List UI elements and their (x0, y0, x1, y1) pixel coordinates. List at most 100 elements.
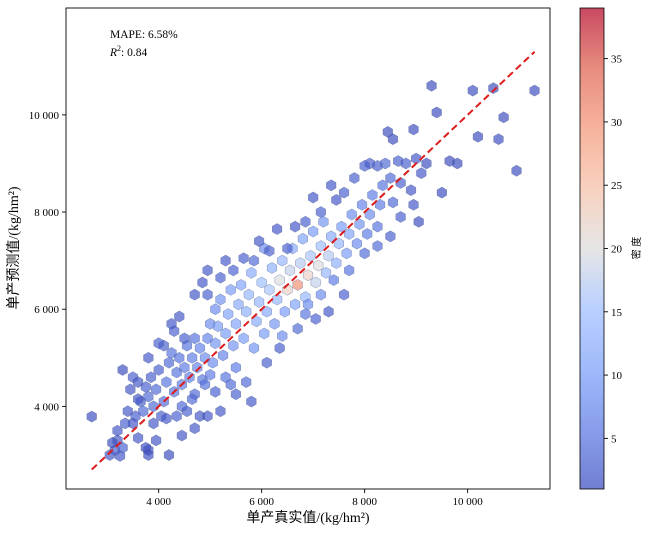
hexbin-cell (202, 410, 213, 423)
y-axis-title: 单产预测值/(kg/hm²) (6, 186, 22, 310)
hexbin-cell (408, 123, 419, 136)
hexbin-cell (310, 313, 321, 325)
hexbin-cell (344, 228, 355, 240)
hexbin-cell (349, 172, 360, 184)
hexbin-cell (132, 432, 144, 444)
colorbar-tick-label: 5 (611, 433, 617, 445)
hexbin-cell (233, 298, 244, 311)
hexbin-cell (292, 279, 303, 291)
hexbin-cell (212, 320, 223, 333)
hexbin-cell (408, 198, 419, 211)
hexbin-cell (161, 376, 172, 388)
hexbin-cell (295, 257, 306, 269)
hexbin-cell (215, 271, 226, 284)
hexbin-cell (493, 133, 504, 146)
hexbin-cell (266, 262, 278, 274)
x-tick-label: 4 000 (146, 496, 171, 508)
hexbin-cell (192, 361, 203, 374)
hexbin-cell (215, 293, 226, 306)
hexbin-cell (117, 364, 128, 376)
hexbin-cell (297, 232, 308, 245)
hexbin-cell (194, 342, 205, 354)
colorbar-tick-label: 25 (611, 180, 623, 192)
hexbin-cell (346, 208, 357, 221)
hexbin-cell (189, 332, 200, 345)
hexbin-cell (372, 220, 383, 233)
hexbin-cell (274, 274, 285, 286)
hexbin-cell (179, 361, 190, 374)
hexbin-cell (171, 410, 182, 423)
hexbin-cell (300, 308, 311, 320)
hexbin-cell (189, 422, 200, 435)
hexbin-cell (166, 347, 177, 359)
hexbin-cell (292, 322, 303, 335)
reference-line (91, 50, 536, 471)
hexbin-cell (405, 184, 417, 197)
hexbin-cell (338, 186, 350, 199)
hexbin-cell (174, 351, 185, 364)
hexbin-cell (125, 383, 136, 396)
hexbin-cell (132, 376, 144, 388)
hexbin-cell (395, 211, 406, 223)
hexbin-cell (279, 305, 290, 318)
hexbin-cell (261, 356, 272, 369)
hexbin-cell (151, 434, 162, 447)
hexbin-cell (315, 288, 326, 301)
hexbin-cell (251, 315, 262, 328)
hexbin-cell (148, 400, 159, 413)
hexbin-cell (228, 339, 239, 352)
hexbin-cell (359, 247, 370, 260)
hexbin-cell (272, 293, 283, 306)
hexbin-cell (235, 279, 247, 291)
r2-symbol: R (109, 47, 117, 59)
hexbin-cell (336, 220, 347, 233)
hexbin-cell (356, 198, 368, 211)
hexbin-cell (400, 157, 411, 170)
hexbin-cell (344, 264, 355, 277)
hexbin-cell (341, 247, 352, 260)
hexbin-cell (225, 378, 236, 391)
hexbin-cell (143, 390, 154, 403)
hexbin-cell (220, 371, 231, 384)
hexbin-cell (277, 254, 288, 267)
hexbin-cell (122, 405, 133, 418)
hexbin-cell (238, 252, 249, 265)
hexbin-cell (354, 218, 365, 231)
hexbin-cells (86, 79, 540, 462)
hexbin-cell (274, 342, 285, 354)
hexbin-cell (264, 245, 275, 257)
hexbin-cell (153, 337, 164, 350)
hexbin-cell (215, 405, 226, 418)
hexbin-cell (372, 240, 383, 252)
x-tick-label: 6 000 (249, 496, 274, 508)
y-tick-label: 4 000 (34, 401, 59, 413)
hexbin-cell (382, 126, 393, 138)
hexbin-cell (331, 194, 342, 206)
hexbin-cell (328, 274, 339, 286)
hexbin-cell (187, 351, 198, 364)
hexbin-cell (189, 288, 200, 301)
hexbin-cell (272, 223, 283, 235)
hexbin-cell (217, 349, 229, 362)
x-axis-title: 单产真实值/(kg/hm²) (246, 510, 370, 526)
hexbin-cell (145, 371, 157, 384)
colorbar-ticks: 5 10 15 20 25 30 35 (604, 54, 623, 445)
hexbin-cell (202, 332, 213, 345)
mape-annotation: MAPE: 6.58% (110, 29, 178, 41)
hexbin-cell (313, 259, 324, 272)
hexbin-cell (277, 330, 288, 342)
r2-value: : 0.84 (121, 47, 147, 59)
hexbin-cell (248, 254, 260, 267)
hexbin-cell (387, 196, 399, 209)
hexbin-cell (238, 332, 249, 345)
y-axis: 4 000 6 000 8 000 10 000 (29, 110, 66, 413)
hexbin-cell (498, 111, 509, 124)
colorbar-tick-label: 20 (611, 244, 623, 256)
hexbin-cell (359, 160, 370, 172)
y-tick-label: 6 000 (34, 304, 59, 316)
hexbin-cell (225, 283, 236, 296)
hexbin-cell (302, 269, 314, 282)
hexbin-cell (264, 283, 275, 296)
hexbin-cell (140, 441, 151, 454)
